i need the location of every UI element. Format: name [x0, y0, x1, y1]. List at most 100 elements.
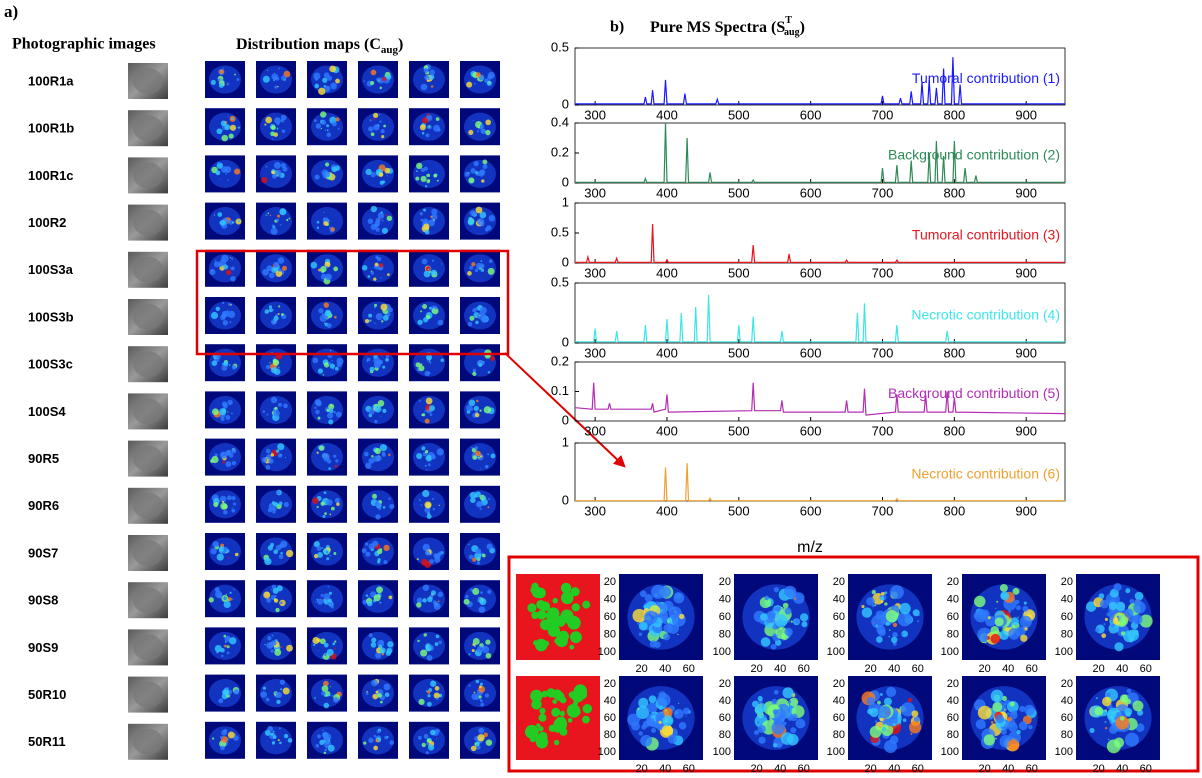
segmentation-spot [560, 582, 572, 594]
heatmap-spot [370, 271, 374, 275]
heatmap-spot [1116, 615, 1120, 619]
heatmap-spot [386, 175, 388, 177]
heatmap-spot [426, 357, 429, 359]
heatmap-spot [270, 453, 275, 457]
heatmap-spot [208, 597, 214, 603]
heatmap-spot [484, 228, 489, 232]
heatmap-spot [419, 124, 426, 131]
photo-heading: Photographic images [12, 36, 156, 53]
heatmap-spot [281, 265, 288, 271]
heatmap-spot [760, 613, 768, 621]
heatmap-spot [424, 501, 432, 509]
x-tick-label: 500 [728, 107, 750, 122]
heatmap-spot [472, 638, 480, 645]
heatmap-spot [478, 606, 486, 613]
heatmap-spot [277, 214, 281, 218]
segmentation-spot [555, 634, 568, 648]
heatmap-spot [280, 313, 284, 316]
heatmap-spot [479, 211, 487, 219]
heatmap-spot [420, 168, 425, 173]
heatmap-spot [231, 448, 237, 454]
heatmap-spot [374, 502, 378, 506]
inset-y-tick: 100 [1055, 646, 1073, 658]
heatmap-spot [365, 462, 372, 470]
heatmap-spot [324, 693, 327, 696]
segmentation-spot [553, 739, 560, 746]
heatmap-spot [434, 553, 441, 560]
heatmap-spot [225, 593, 227, 596]
heatmap-spot [277, 739, 280, 742]
heatmap-spot [237, 219, 241, 223]
photo-tissue [133, 540, 163, 566]
heatmap-spot [313, 119, 317, 123]
heatmap-spot [287, 738, 293, 743]
heatmap-spot [325, 86, 330, 90]
heatmap-spot [385, 354, 390, 358]
heatmap-spot [286, 218, 289, 222]
heatmap-spot [274, 648, 282, 656]
heatmap-spot [320, 111, 327, 118]
heatmap-spot [274, 692, 277, 695]
heatmap-spot [475, 262, 482, 269]
heatmap-spot [316, 451, 319, 454]
heatmap-spot [333, 697, 339, 703]
heatmap-spot [321, 691, 326, 696]
heatmap-spot [418, 698, 425, 706]
heatmap-spot [327, 598, 332, 603]
heatmap-spot [274, 692, 276, 694]
heatmap-spot [266, 597, 272, 603]
heatmap-spot [415, 362, 421, 368]
heatmap-spot [328, 408, 334, 414]
heatmap-spot [418, 365, 425, 372]
heatmap-spot [427, 219, 436, 227]
heatmap-spot [996, 600, 999, 603]
heatmap-spot [429, 69, 436, 76]
heatmap-spot [222, 320, 229, 326]
heatmap-spot [277, 172, 282, 178]
heatmap-spot [1108, 601, 1118, 611]
heatmap-spot [425, 646, 431, 652]
heatmap-spot [861, 607, 873, 618]
heatmap-spot [483, 732, 489, 738]
inset-y-tick: 100 [941, 746, 959, 758]
inset-x-tick: 60 [798, 763, 810, 775]
heatmap-spot [383, 75, 386, 78]
heatmap-spot [479, 124, 485, 129]
heatmap-spot [272, 309, 275, 311]
heatmap-spot [268, 458, 274, 464]
heatmap-spot [378, 266, 383, 271]
segmentation-spot [548, 724, 557, 732]
heatmap-spot [335, 459, 339, 463]
heatmap-spot [227, 115, 229, 118]
heatmap-spot [230, 276, 236, 282]
heatmap-spot [320, 501, 325, 506]
heatmap-spot [764, 595, 770, 601]
heatmap-spot [421, 742, 426, 748]
heatmap-spot [1104, 726, 1108, 730]
heatmap-spot [322, 77, 328, 83]
heatmap-spot [387, 273, 390, 277]
inset-y-tick: 60 [833, 611, 845, 623]
heatmap-spot [325, 550, 329, 554]
y-tick-label: 0 [562, 334, 569, 349]
heatmap-spot [321, 119, 327, 126]
heatmap-spot [225, 551, 228, 554]
heatmap-spot [368, 737, 374, 744]
inset-y-tick: 20 [1061, 576, 1073, 588]
heatmap-spot [756, 702, 767, 713]
heatmap-spot [479, 409, 482, 412]
heatmap-spot [366, 600, 373, 607]
heatmap-spot [265, 697, 270, 702]
heatmap-spot [221, 364, 228, 371]
heatmap-spot [317, 416, 321, 420]
x-tick-label: 800 [944, 185, 966, 200]
heatmap-spot [1003, 709, 1006, 711]
heatmap-spot [382, 77, 387, 82]
heatmap-spot [1129, 619, 1131, 621]
heatmap-spot [231, 508, 236, 513]
heatmap-spot [1107, 709, 1117, 719]
heatmap-spot [328, 467, 331, 470]
heatmap-spot [751, 700, 759, 708]
inset-y-tick: 20 [719, 576, 731, 588]
